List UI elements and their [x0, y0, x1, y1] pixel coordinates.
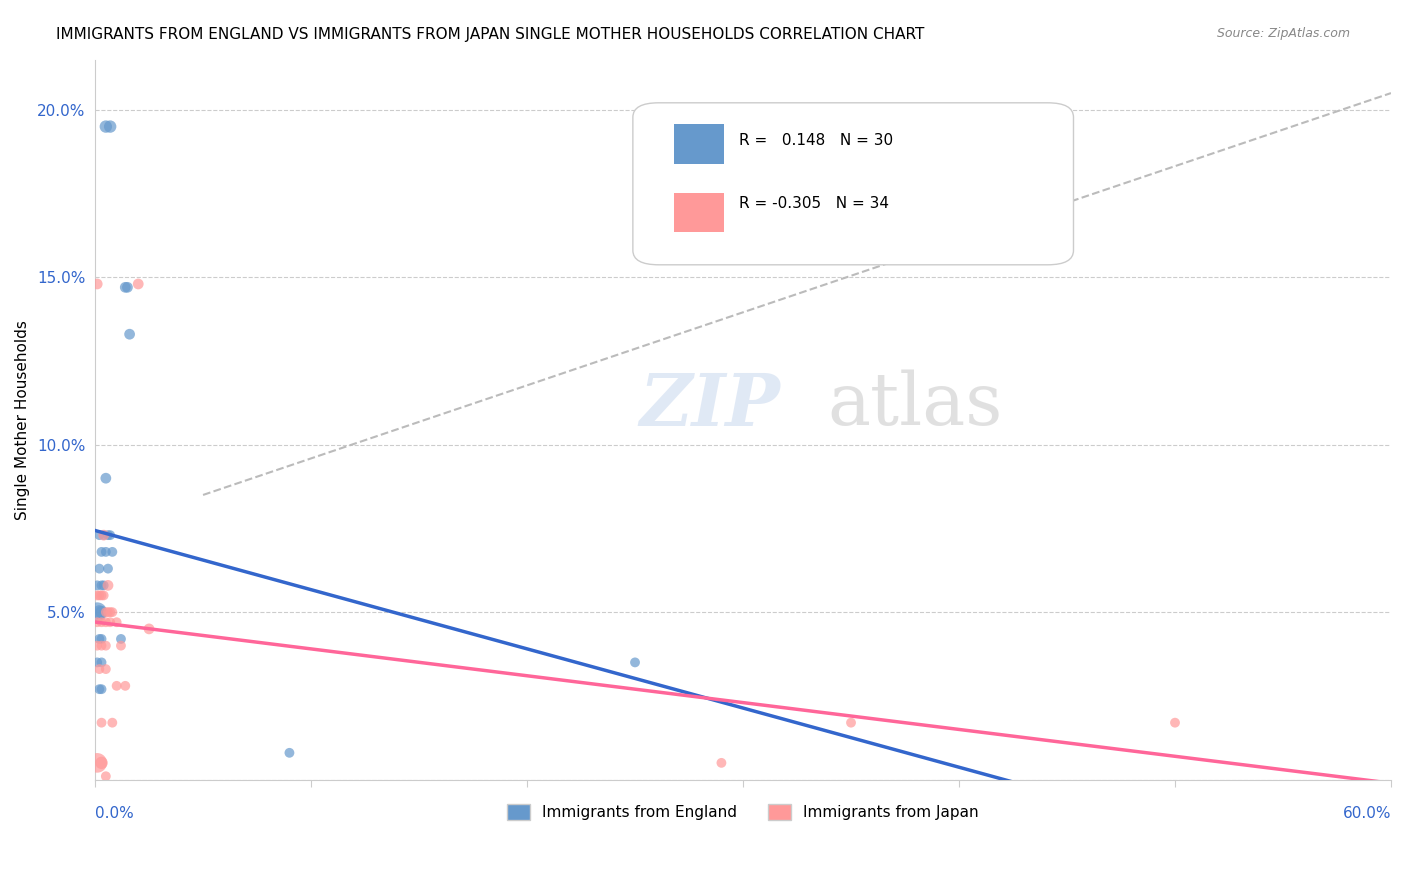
Point [94, 545, 117, 559]
Point [90, 656, 112, 670]
Point [90, 682, 112, 697]
Point [86, 756, 108, 770]
Text: 0.0%: 0.0% [96, 806, 134, 822]
Point [90, 578, 112, 592]
Point [101, 545, 124, 559]
Point [97, 605, 120, 619]
Text: 60.0%: 60.0% [1343, 806, 1391, 822]
Point [90, 632, 112, 646]
Point [86, 589, 108, 603]
Point [89, 605, 111, 619]
Point [98, 528, 121, 542]
Point [89, 632, 111, 646]
Point [89, 589, 111, 603]
Point [90, 545, 112, 559]
Point [90, 639, 112, 653]
Text: R =   0.148   N = 30: R = 0.148 N = 30 [740, 133, 893, 148]
Point [89, 662, 111, 676]
Point [118, 327, 141, 342]
Point [105, 679, 128, 693]
Point [86, 605, 108, 619]
Point [93, 528, 115, 542]
Point [86, 277, 108, 291]
Point [97, 561, 120, 575]
Point [93, 578, 115, 592]
Point [94, 471, 117, 485]
Point [127, 277, 149, 291]
Point [97, 528, 120, 542]
Point [839, 715, 862, 730]
Point [105, 615, 128, 630]
Point [110, 632, 132, 646]
Point [90, 605, 112, 619]
Point [90, 615, 112, 630]
Point [278, 746, 301, 760]
Point [94, 662, 117, 676]
FancyBboxPatch shape [675, 193, 724, 233]
Point [101, 605, 124, 619]
Point [94, 615, 117, 630]
Point [98, 605, 121, 619]
Point [710, 756, 733, 770]
Point [89, 682, 111, 697]
Point [624, 656, 647, 670]
Point [98, 615, 121, 630]
Point [94, 605, 117, 619]
Text: Source: ZipAtlas.com: Source: ZipAtlas.com [1216, 27, 1350, 40]
Point [114, 280, 136, 294]
Point [117, 280, 139, 294]
FancyBboxPatch shape [675, 124, 724, 164]
Point [90, 715, 112, 730]
Point [1164, 715, 1187, 730]
Point [86, 578, 108, 592]
Point [89, 561, 111, 575]
Y-axis label: Single Mother Households: Single Mother Households [15, 319, 30, 519]
FancyBboxPatch shape [633, 103, 1074, 265]
Point [97, 578, 120, 592]
Point [110, 639, 132, 653]
Text: R = -0.305   N = 34: R = -0.305 N = 34 [740, 196, 889, 211]
Point [86, 615, 108, 630]
Text: IMMIGRANTS FROM ENGLAND VS IMMIGRANTS FROM JAPAN SINGLE MOTHER HOUSEHOLDS CORREL: IMMIGRANTS FROM ENGLAND VS IMMIGRANTS FR… [56, 27, 925, 42]
Text: atlas: atlas [827, 370, 1002, 441]
Point [94, 639, 117, 653]
Point [101, 715, 124, 730]
Point [93, 589, 115, 603]
Point [94, 120, 117, 134]
Point [90, 756, 112, 770]
Point [138, 622, 160, 636]
Point [86, 639, 108, 653]
Point [114, 679, 136, 693]
Point [89, 528, 111, 542]
Point [90, 589, 112, 603]
Point [93, 528, 115, 542]
Legend: Immigrants from England, Immigrants from Japan: Immigrants from England, Immigrants from… [501, 797, 984, 826]
Text: ZIP: ZIP [640, 369, 780, 441]
Point [94, 769, 117, 783]
Point [86, 656, 108, 670]
Point [98, 120, 121, 134]
